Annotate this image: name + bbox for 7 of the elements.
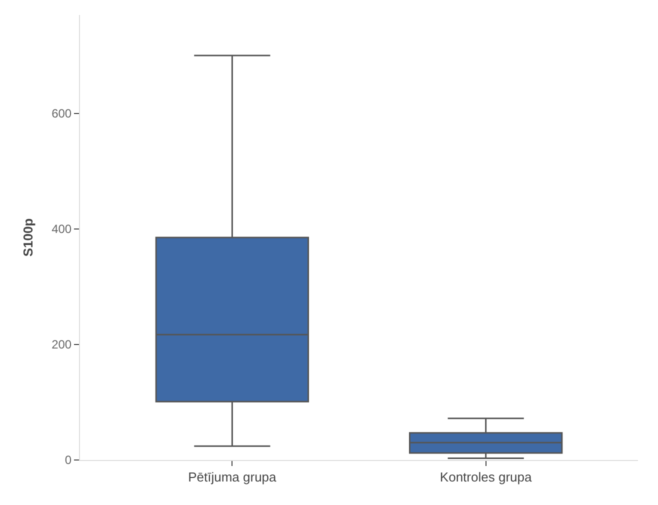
y-tick-label: 600: [52, 106, 72, 120]
y-tick-label: 0: [64, 453, 72, 468]
x-tick-label: Kontroles grupa: [440, 470, 532, 485]
y-tick-label: 400: [52, 222, 72, 236]
y-tick-label: 200: [52, 338, 72, 352]
x-tick-label: Pētījuma grupa: [188, 470, 278, 485]
y-axis-title: S100p: [20, 218, 36, 257]
